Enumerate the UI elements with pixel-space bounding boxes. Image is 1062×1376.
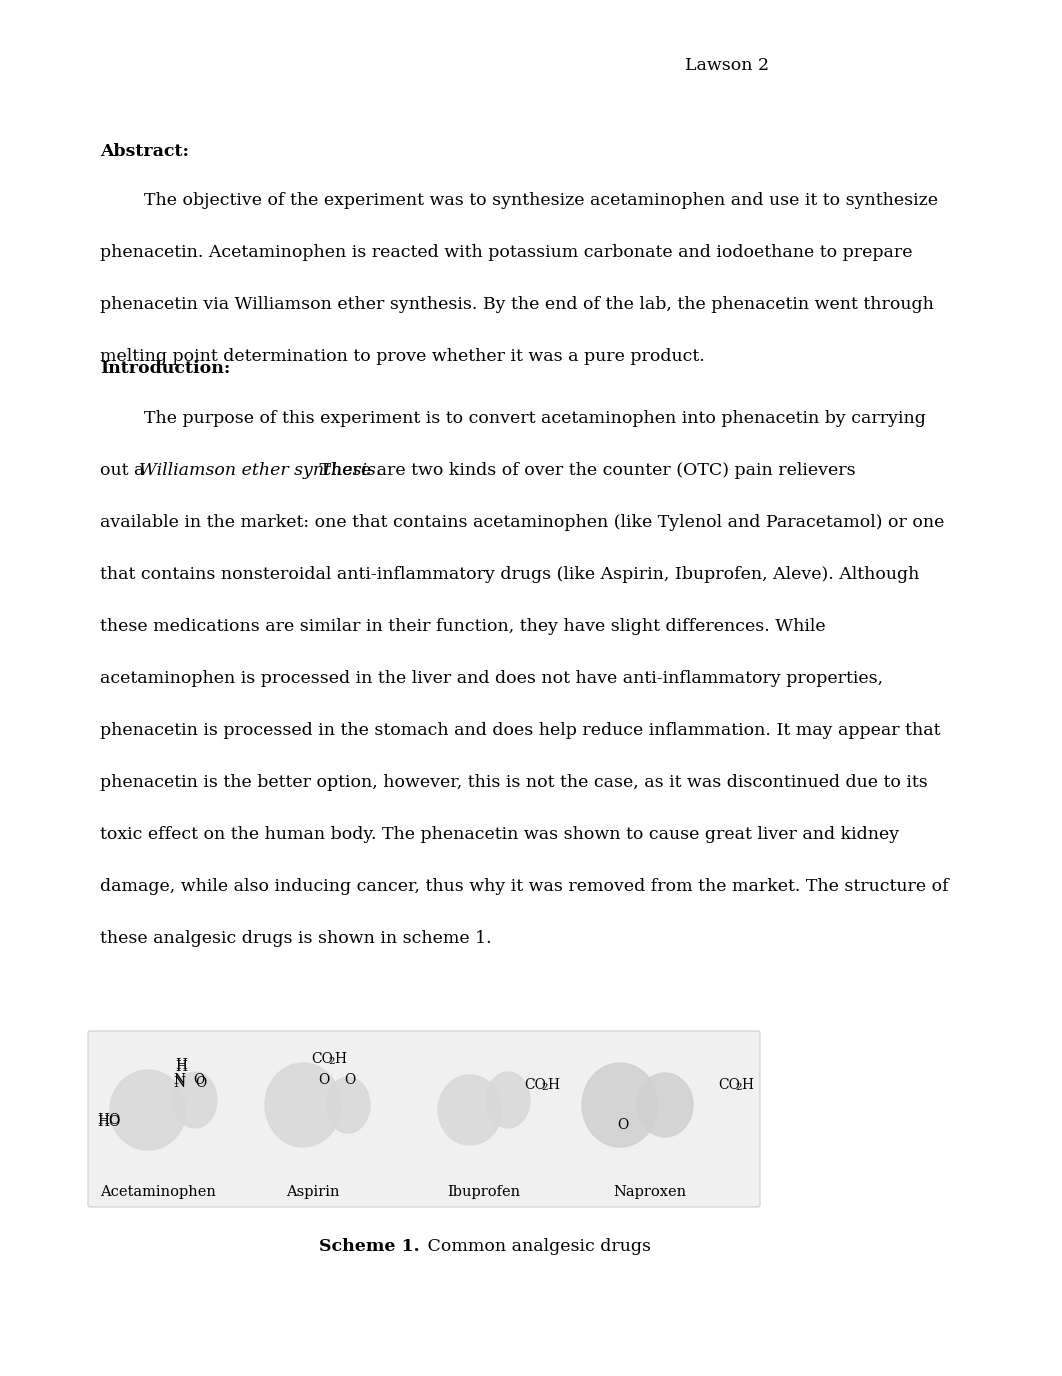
Text: O: O xyxy=(193,1073,204,1087)
Text: N: N xyxy=(173,1076,185,1090)
Text: available in the market: one that contains acetaminophen (like Tylenol and Parac: available in the market: one that contai… xyxy=(100,515,944,531)
Ellipse shape xyxy=(486,1072,530,1128)
Text: phenacetin via Williamson ether synthesis. By the end of the lab, the phenacetin: phenacetin via Williamson ether synthesi… xyxy=(100,296,933,312)
Text: CO: CO xyxy=(524,1077,546,1093)
Text: phenacetin. Acetaminophen is reacted with potassium carbonate and iodoethane to : phenacetin. Acetaminophen is reacted wit… xyxy=(100,244,912,261)
Text: H: H xyxy=(175,1058,187,1072)
Text: H: H xyxy=(741,1077,753,1093)
Text: N: N xyxy=(173,1073,185,1087)
Text: O: O xyxy=(617,1117,629,1132)
Text: HO: HO xyxy=(97,1113,120,1127)
Text: Abstract:: Abstract: xyxy=(100,143,189,160)
Text: O: O xyxy=(195,1076,206,1090)
Text: HO: HO xyxy=(97,1115,120,1128)
Ellipse shape xyxy=(326,1077,370,1132)
Text: O: O xyxy=(344,1073,356,1087)
Text: Williamson ether synthesis.: Williamson ether synthesis. xyxy=(139,462,381,479)
Text: Common analgesic drugs: Common analgesic drugs xyxy=(422,1238,651,1255)
Text: that contains nonsteroidal anti-inflammatory drugs (like Aspirin, Ibuprofen, Ale: that contains nonsteroidal anti-inflamma… xyxy=(100,566,920,583)
Text: phenacetin is processed in the stomach and does help reduce inflammation. It may: phenacetin is processed in the stomach a… xyxy=(100,722,941,739)
Text: H: H xyxy=(175,1060,187,1075)
Text: Introduction:: Introduction: xyxy=(100,361,230,377)
Text: 2: 2 xyxy=(735,1083,741,1093)
Text: these analgesic drugs is shown in scheme 1.: these analgesic drugs is shown in scheme… xyxy=(100,930,492,947)
Ellipse shape xyxy=(438,1075,502,1145)
FancyBboxPatch shape xyxy=(88,1031,760,1207)
Text: CO: CO xyxy=(311,1053,332,1066)
Text: Ibuprofen: Ibuprofen xyxy=(447,1185,520,1198)
Text: phenacetin is the better option, however, this is not the case, as it was discon: phenacetin is the better option, however… xyxy=(100,773,928,791)
Text: 2: 2 xyxy=(328,1057,335,1066)
Ellipse shape xyxy=(582,1064,658,1148)
Ellipse shape xyxy=(266,1064,341,1148)
Text: these medications are similar in their function, they have slight differences. W: these medications are similar in their f… xyxy=(100,618,825,634)
Text: O: O xyxy=(318,1073,329,1087)
Text: 2: 2 xyxy=(541,1083,548,1093)
Ellipse shape xyxy=(173,1072,217,1128)
Text: melting point determination to prove whether it was a pure product.: melting point determination to prove whe… xyxy=(100,348,705,365)
Text: There are two kinds of over the counter (OTC) pain relievers: There are two kinds of over the counter … xyxy=(314,462,856,479)
Text: H: H xyxy=(335,1053,346,1066)
Text: The objective of the experiment was to synthesize acetaminophen and use it to sy: The objective of the experiment was to s… xyxy=(100,193,938,209)
Text: out a: out a xyxy=(100,462,150,479)
Text: Aspirin: Aspirin xyxy=(287,1185,340,1198)
Ellipse shape xyxy=(110,1071,186,1150)
Text: toxic effect on the human body. The phenacetin was shown to cause great liver an: toxic effect on the human body. The phen… xyxy=(100,826,900,843)
Text: H: H xyxy=(547,1077,559,1093)
Text: acetaminophen is processed in the liver and does not have anti-inflammatory prop: acetaminophen is processed in the liver … xyxy=(100,670,884,687)
Text: Naproxen: Naproxen xyxy=(614,1185,686,1198)
Text: The purpose of this experiment is to convert acetaminophen into phenacetin by ca: The purpose of this experiment is to con… xyxy=(100,410,926,427)
Text: Lawson 2: Lawson 2 xyxy=(685,56,769,74)
Text: CO: CO xyxy=(718,1077,740,1093)
Text: Acetaminophen: Acetaminophen xyxy=(100,1185,216,1198)
Ellipse shape xyxy=(637,1073,693,1137)
Text: Scheme 1.: Scheme 1. xyxy=(320,1238,419,1255)
Text: damage, while also inducing cancer, thus why it was removed from the market. The: damage, while also inducing cancer, thus… xyxy=(100,878,948,894)
